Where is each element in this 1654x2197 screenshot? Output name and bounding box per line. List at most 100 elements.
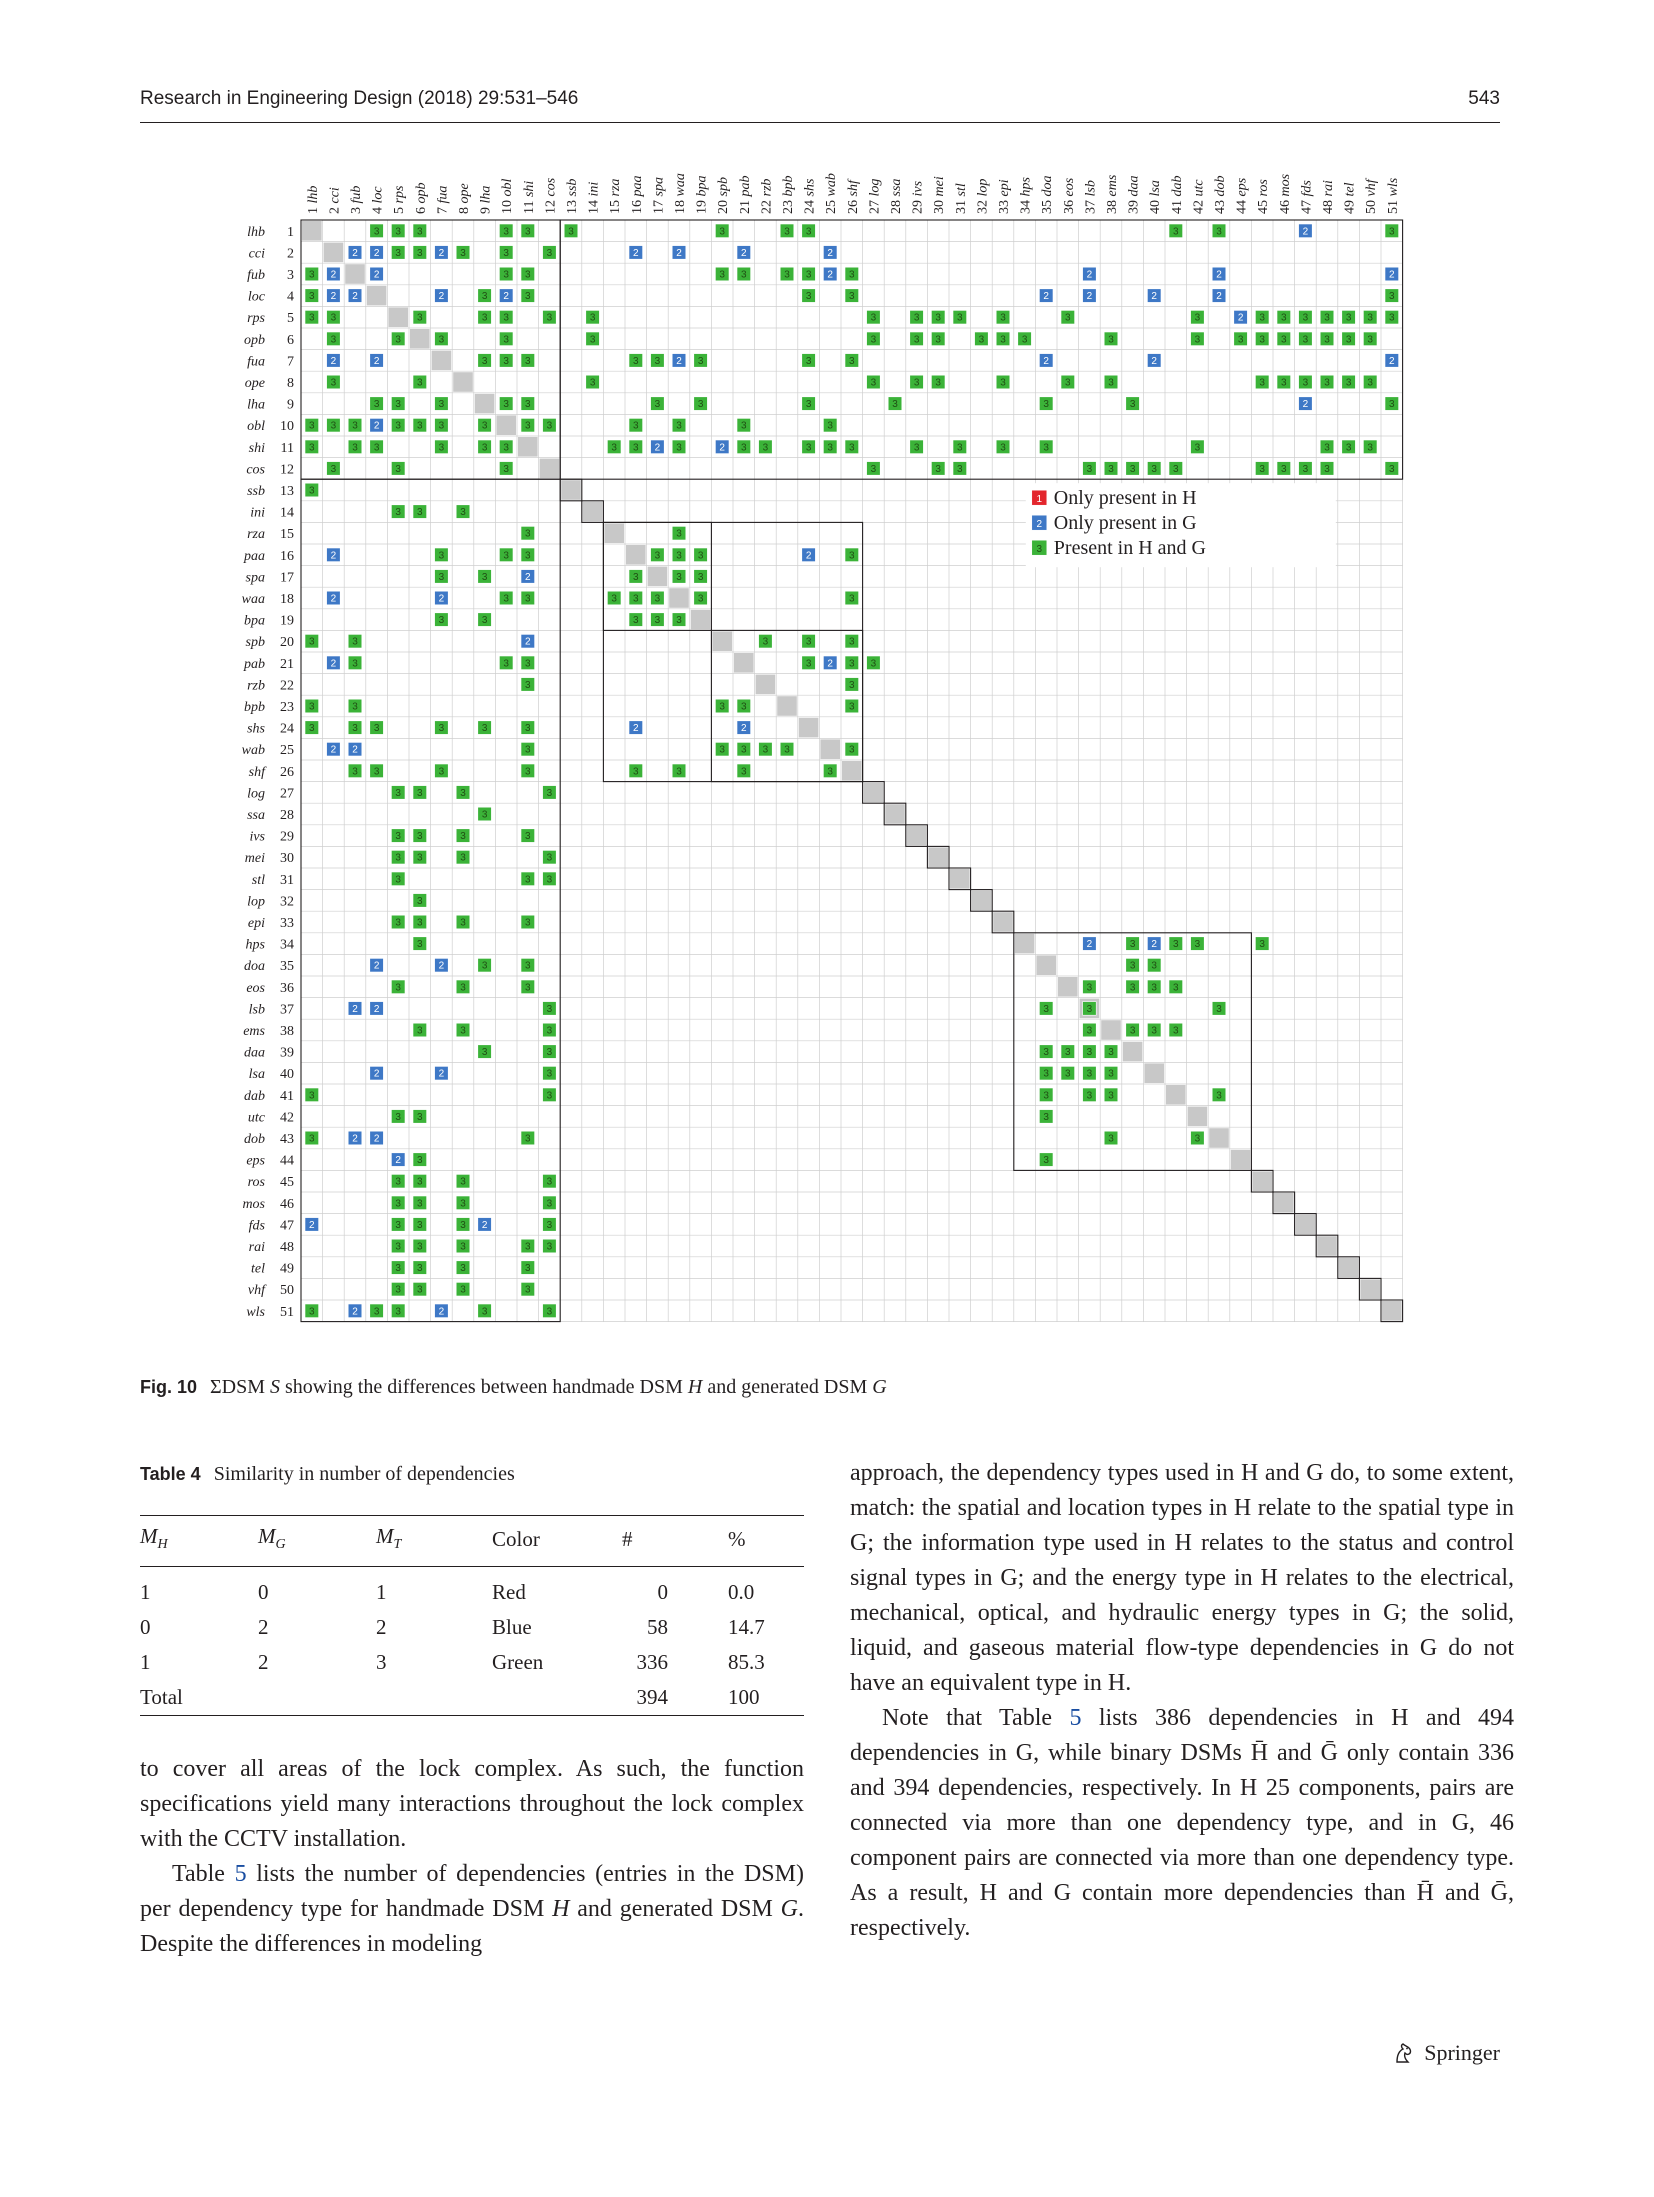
dependency-value: 3 bbox=[1346, 313, 1352, 324]
dependency-cell bbox=[758, 634, 773, 649]
dependency-value: 2 bbox=[352, 1134, 358, 1145]
dependency-cell bbox=[520, 958, 535, 973]
dependency-cell bbox=[369, 396, 384, 411]
dependency-cell bbox=[391, 1174, 406, 1189]
column-index: 47 bbox=[1299, 197, 1314, 215]
dependency-value: 3 bbox=[1087, 982, 1093, 993]
dependency-cell bbox=[607, 439, 622, 454]
dependency-value: 3 bbox=[1303, 464, 1309, 475]
table-5-link[interactable]: 5 bbox=[234, 1861, 247, 1887]
dependency-cell bbox=[1168, 979, 1183, 994]
dependency-cell bbox=[326, 547, 341, 562]
figure-caption-and: and generated DSM bbox=[702, 1376, 873, 1398]
dependency-value: 3 bbox=[698, 399, 704, 410]
row-index: 15 bbox=[280, 527, 294, 542]
row-label: epi bbox=[248, 916, 265, 931]
dependency-value: 3 bbox=[395, 788, 401, 799]
row-index: 51 bbox=[280, 1305, 294, 1320]
dependency-cell bbox=[779, 742, 795, 757]
diagonal-cell bbox=[518, 437, 538, 457]
dependency-cell bbox=[1082, 1087, 1097, 1102]
column-name: dob bbox=[1213, 176, 1228, 197]
dependency-cell bbox=[1125, 936, 1140, 951]
dependency-value: 3 bbox=[849, 702, 855, 713]
dependency-value: 3 bbox=[503, 399, 509, 410]
dependency-cell bbox=[499, 353, 514, 368]
row-index: 14 bbox=[280, 506, 294, 521]
row-index: 49 bbox=[280, 1262, 294, 1277]
diagonal-cell bbox=[1209, 1128, 1229, 1148]
dependency-cell bbox=[520, 396, 535, 411]
row-index: 9 bbox=[287, 398, 294, 413]
dependency-cell bbox=[1103, 1066, 1119, 1081]
column-label: 46 mos bbox=[1278, 173, 1293, 214]
column-name: ivs bbox=[911, 180, 926, 196]
dependency-cell bbox=[499, 590, 514, 606]
dependency-value: 3 bbox=[806, 356, 812, 367]
dependency-cell bbox=[1255, 374, 1270, 390]
dependency-value: 3 bbox=[482, 313, 488, 324]
dependency-value: 3 bbox=[1151, 961, 1157, 972]
row-index: 42 bbox=[280, 1110, 294, 1125]
row-index: 28 bbox=[280, 808, 294, 823]
column-label: 21 pab bbox=[738, 176, 753, 215]
column-label: 15 rza bbox=[608, 179, 623, 214]
column-label-text: 14 ini bbox=[587, 182, 602, 214]
dependency-cell bbox=[671, 547, 687, 562]
column-name: rzb bbox=[759, 179, 774, 197]
dependency-value: 3 bbox=[1303, 313, 1309, 324]
column-label-text: 10 obl bbox=[500, 179, 515, 215]
dependency-value: 2 bbox=[352, 1004, 358, 1015]
cluster-block bbox=[1294, 1213, 1317, 1236]
cluster-block bbox=[1358, 1277, 1382, 1301]
row-label: fds bbox=[249, 1218, 266, 1233]
dependency-value: 2 bbox=[374, 421, 380, 432]
dependency-value: 3 bbox=[395, 831, 401, 842]
dependency-value: 3 bbox=[655, 399, 661, 410]
dependency-cell bbox=[391, 223, 406, 238]
dependency-cell bbox=[995, 331, 1011, 346]
dependency-cell bbox=[326, 742, 341, 757]
dependency-value: 3 bbox=[547, 1306, 553, 1317]
dependency-value: 3 bbox=[417, 1198, 423, 1209]
diagonal-cell bbox=[366, 285, 387, 306]
col-count: # bbox=[622, 1515, 676, 1567]
column-index: 51 bbox=[1386, 197, 1401, 215]
dependency-cell bbox=[326, 288, 341, 303]
dependency-cell bbox=[1276, 461, 1291, 476]
column-name: spb bbox=[716, 177, 731, 196]
dependency-value: 2 bbox=[331, 291, 337, 302]
dependency-cell bbox=[520, 828, 535, 843]
dependency-cell bbox=[693, 569, 708, 584]
dependency-cell bbox=[628, 439, 643, 454]
dependency-value: 3 bbox=[309, 1134, 315, 1145]
column-label-text: 44 eps bbox=[1235, 177, 1250, 214]
dependency-cell bbox=[650, 439, 665, 454]
diagonal-cell bbox=[1230, 1149, 1251, 1170]
dependency-cell bbox=[304, 1130, 319, 1146]
column-index: 27 bbox=[867, 197, 882, 215]
dependency-value: 2 bbox=[439, 961, 445, 972]
row-index: 2 bbox=[287, 246, 294, 261]
dependency-value: 3 bbox=[309, 421, 315, 432]
dependency-cell bbox=[909, 439, 924, 454]
dependency-value: 3 bbox=[719, 702, 725, 713]
dependency-cell bbox=[1103, 1087, 1119, 1102]
dependency-cell bbox=[1255, 936, 1270, 951]
dependency-cell bbox=[434, 396, 449, 411]
dependency-cell bbox=[542, 1174, 557, 1189]
dependency-value: 3 bbox=[1173, 226, 1179, 237]
dependency-value: 3 bbox=[741, 442, 747, 453]
dependency-cell bbox=[520, 590, 535, 606]
column-index: 29 bbox=[911, 197, 926, 215]
table-5-link[interactable]: 5 bbox=[1069, 1705, 1082, 1731]
dependency-cell bbox=[1039, 1001, 1054, 1016]
dependency-value: 3 bbox=[698, 356, 704, 367]
dependency-value: 3 bbox=[676, 550, 682, 561]
dependency-cell bbox=[607, 590, 622, 606]
row-label: bpb bbox=[244, 700, 265, 715]
row-index: 40 bbox=[280, 1067, 294, 1082]
dependency-cell bbox=[477, 439, 492, 454]
dependency-cell bbox=[520, 1130, 535, 1146]
dependency-cell bbox=[477, 288, 492, 303]
